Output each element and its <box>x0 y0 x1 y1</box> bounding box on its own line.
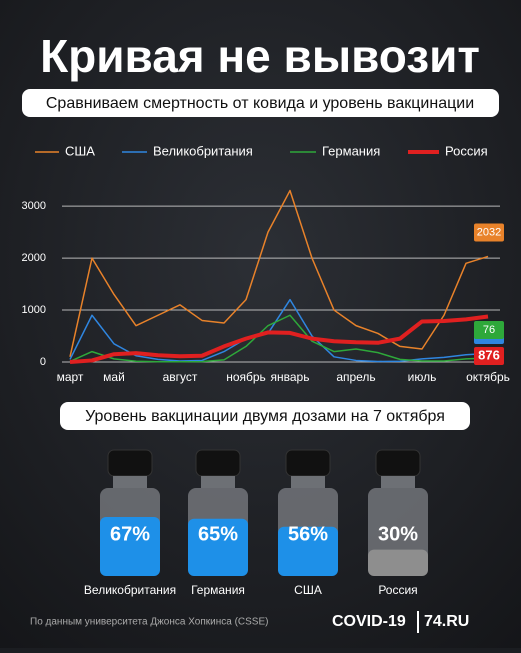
vial-fill <box>188 518 248 576</box>
x-tick-label: январь <box>271 370 310 384</box>
vial-cap <box>285 449 331 477</box>
legend-label: Великобритания <box>153 143 253 158</box>
vial-cap <box>375 449 421 477</box>
vial-fill <box>368 549 428 576</box>
vial-cap <box>107 449 153 477</box>
end-label: 876 <box>478 347 500 362</box>
end-label: 2032 <box>477 226 501 238</box>
x-tick-label: октябрь <box>466 370 510 384</box>
x-tick-label: июль <box>408 370 437 384</box>
legend-label: Россия <box>445 143 488 158</box>
vial-label: США <box>294 583 322 597</box>
vial-cap <box>195 449 241 477</box>
legend-label: США <box>65 143 95 158</box>
source: По данным университета Джонса Хопкинса (… <box>30 617 268 628</box>
logo-text: COVID-19 <box>332 613 406 630</box>
x-tick-label: ноябрь <box>226 370 266 384</box>
vial-neck <box>381 476 415 488</box>
vial-label: Германия <box>191 583 245 597</box>
vial-neck <box>113 476 147 488</box>
x-tick-label: апрель <box>336 370 375 384</box>
vial-neck <box>291 476 325 488</box>
vial-fill <box>278 526 338 576</box>
end-label-box <box>474 321 504 340</box>
series-line <box>69 189 489 357</box>
y-tick-label: 3000 <box>22 200 46 212</box>
logo-site: 74.RU <box>424 613 469 630</box>
vial-value: 67% <box>110 523 150 545</box>
x-tick-label: май <box>103 370 125 384</box>
end-label-box <box>474 347 504 365</box>
y-tick-label: 2000 <box>22 252 46 264</box>
series-line <box>69 298 489 363</box>
legend-label: Германия <box>322 143 380 158</box>
vial-title-box <box>60 402 470 430</box>
vial-fill <box>100 517 160 576</box>
subtitle: Сравниваем смертность от ковида и уровен… <box>46 95 474 112</box>
vial-value: 30% <box>378 523 418 545</box>
x-tick-label: август <box>163 370 198 384</box>
vial-title: Уровень вакцинации двумя дозами на 7 окт… <box>85 408 445 425</box>
subtitle-box <box>22 89 499 117</box>
title: Кривая не вывозит <box>40 30 480 82</box>
series-line <box>69 314 489 363</box>
series-line <box>69 314 489 364</box>
y-tick-label: 0 <box>40 356 46 368</box>
vial-label: Россия <box>378 583 417 597</box>
end-label-box <box>474 223 504 242</box>
y-tick-label: 1000 <box>22 304 46 316</box>
vial-value: 65% <box>198 523 238 545</box>
end-label: 76 <box>483 324 495 336</box>
vial-value: 56% <box>288 523 328 545</box>
vial-neck <box>201 476 235 488</box>
x-tick-label: март <box>57 370 84 384</box>
vial-label: Великобритания <box>84 583 176 597</box>
